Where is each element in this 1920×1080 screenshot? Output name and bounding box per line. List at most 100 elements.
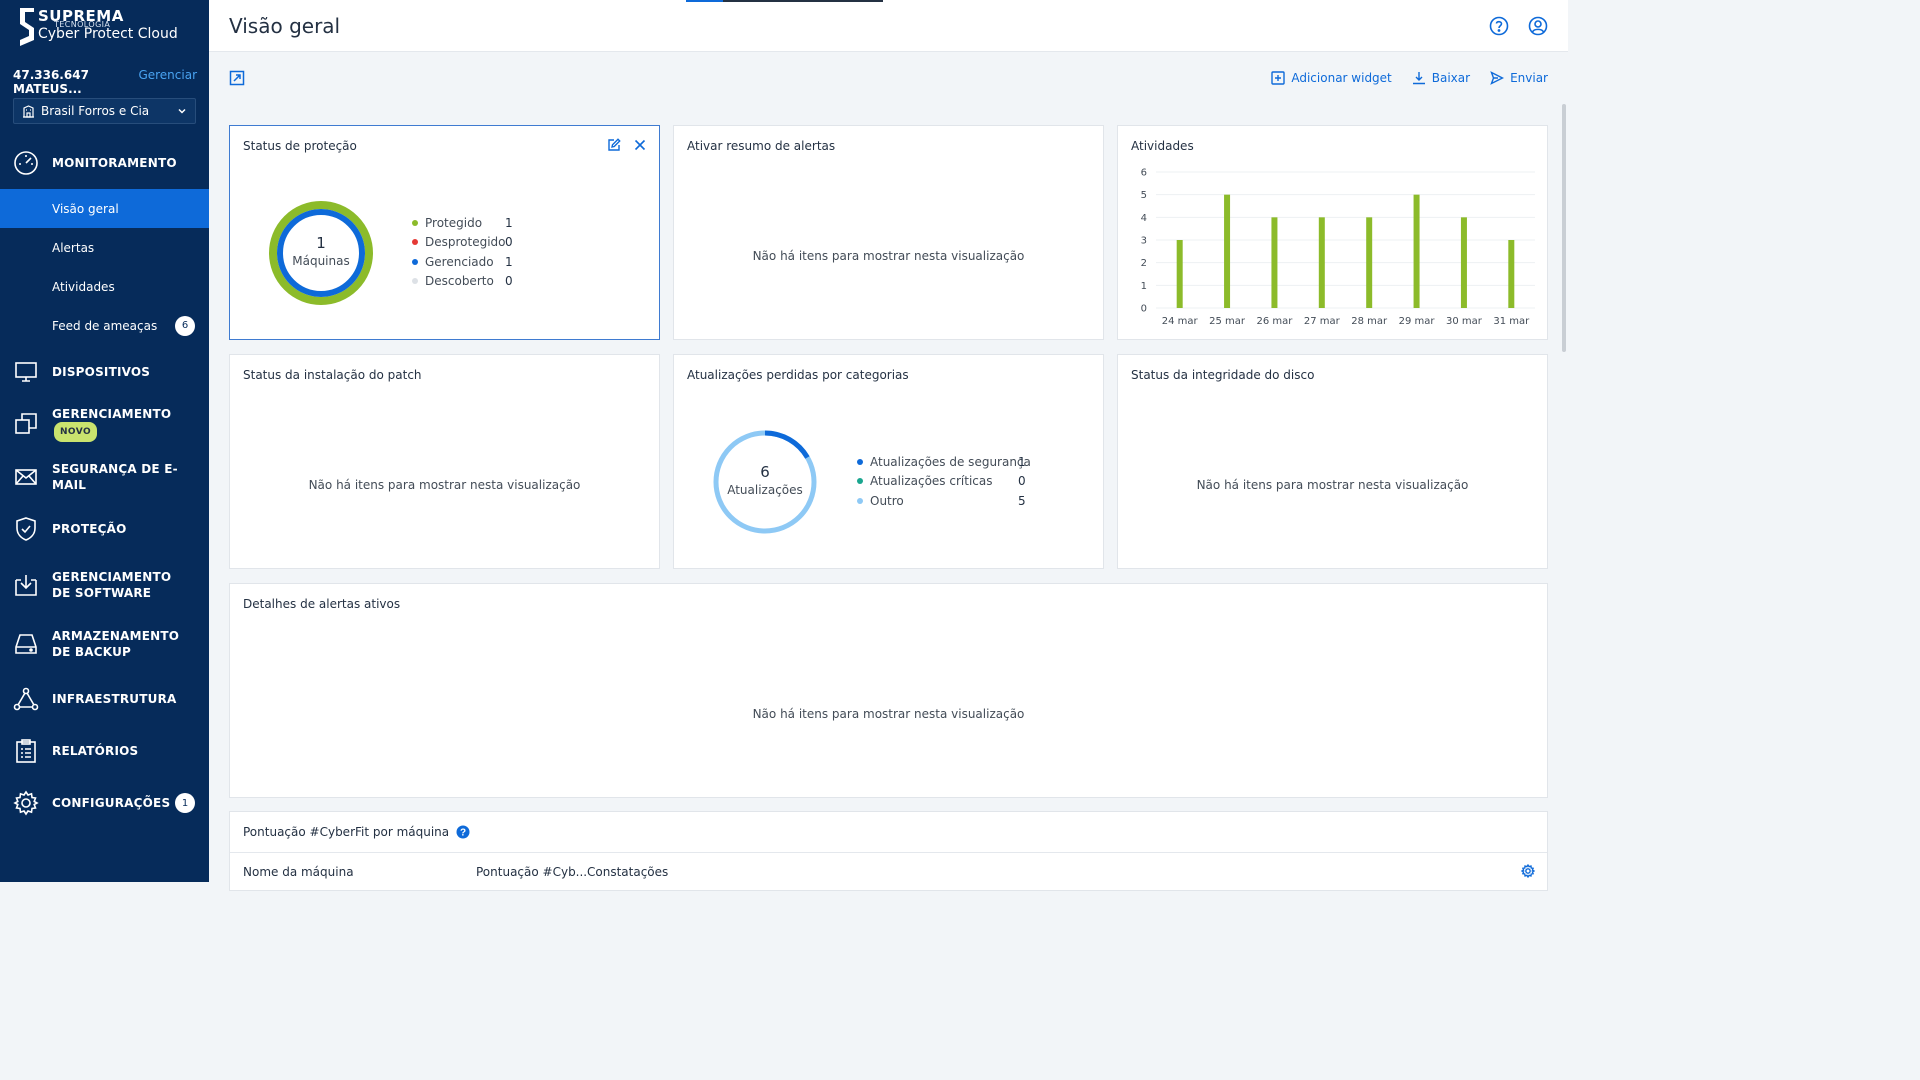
nav-backup-storage[interactable]: ARMAZENAMENTO DE BACKUP — [0, 627, 209, 661]
widget-disk-health[interactable]: Status da integridade do disco Não há it… — [1117, 354, 1548, 569]
settings-count-badge: 1 — [175, 793, 195, 813]
expand-icon[interactable] — [229, 70, 245, 86]
help-icon[interactable] — [1489, 16, 1509, 36]
building-icon — [23, 104, 34, 118]
empty-state-text: Não há itens para mostrar nesta visualiz… — [752, 249, 1025, 263]
widget-title: Atividades — [1131, 139, 1194, 153]
nav-management-text: GERENCIAMENTO — [52, 407, 172, 421]
column-machine-name[interactable]: Nome da máquina — [243, 865, 354, 879]
nav-software-management-label: GERENCIAMENTO DE SOFTWARE — [52, 570, 172, 600]
network-nodes-icon — [13, 686, 39, 712]
widget-title: Status de proteção — [243, 139, 357, 153]
nav-settings-label: CONFIGURAÇÕES — [52, 796, 171, 810]
nav-item-overview[interactable]: Visão geral — [0, 189, 209, 228]
updates-count: 6 — [760, 463, 770, 481]
updates-donut-chart — [713, 430, 817, 534]
widget-alert-summary[interactable]: Ativar resumo de alertas Não há itens pa… — [673, 125, 1104, 340]
scrollbar-thumb[interactable] — [1562, 104, 1566, 352]
legend-item-discovered: Descoberto 0 — [412, 272, 513, 292]
nav-infrastructure[interactable]: INFRAESTRUTURA — [0, 685, 209, 713]
manage-link[interactable]: Gerenciar — [138, 68, 197, 82]
send-button[interactable]: Enviar — [1490, 71, 1548, 85]
widget-missing-updates[interactable]: Atualizações perdidas por categorias 6 A… — [673, 354, 1104, 569]
widget-title-row: Pontuação #CyberFit por máquina ? — [243, 825, 470, 839]
widget-cyberfit[interactable]: Pontuação #CyberFit por máquina ? Nome d… — [229, 811, 1548, 891]
new-badge: NOVO — [54, 422, 97, 442]
widget-title: Pontuação #CyberFit por máquina — [243, 825, 450, 839]
nav-devices[interactable]: DISPOSITIVOS — [0, 358, 209, 386]
x-tick-label: 24 mar — [1162, 316, 1199, 327]
add-widget-button[interactable]: Adicionar widget — [1271, 71, 1392, 85]
monitor-icon — [13, 359, 39, 385]
legend-item-unprotected: Desprotegido 0 — [412, 233, 513, 253]
download-label: Baixar — [1431, 71, 1471, 85]
activity-bar[interactable] — [1460, 217, 1467, 308]
legend-dot — [857, 458, 863, 465]
nav-item-alerts[interactable]: Alertas — [0, 228, 209, 267]
nav-protection[interactable]: PROTEÇÃO — [0, 515, 209, 543]
svg-text:?: ? — [460, 828, 466, 839]
legend-value: 0 — [505, 274, 513, 289]
threat-feed-count-badge: 6 — [175, 315, 195, 336]
activity-bar[interactable] — [1176, 240, 1183, 308]
download-icon — [1412, 72, 1425, 85]
column-cyberfit-score[interactable]: Pontuação #Cyb... — [476, 865, 588, 879]
user-account-icon[interactable] — [1528, 16, 1548, 36]
x-tick-label: 26 mar — [1256, 316, 1293, 327]
sidebar: SUPREMA TECNOLOGIA Cyber Protect Cloud 4… — [0, 0, 209, 882]
add-widget-label: Adicionar widget — [1291, 71, 1392, 85]
protection-donut-chart — [269, 201, 373, 305]
download-button[interactable]: Baixar — [1412, 71, 1470, 85]
nav-protection-label: PROTEÇÃO — [52, 522, 127, 536]
nav-settings[interactable]: CONFIGURAÇÕES 1 — [0, 789, 209, 817]
x-tick-label: 31 mar — [1493, 316, 1530, 327]
gear-icon[interactable] — [1521, 864, 1535, 878]
y-tick-label: 5 — [1141, 190, 1147, 201]
x-tick-label: 27 mar — [1304, 316, 1341, 327]
column-findings[interactable]: Constatações — [587, 865, 669, 879]
widget-protection-status[interactable]: Status de proteção 1 Máquinas Protegido 1… — [229, 125, 660, 340]
protection-donut-center: 1 Máquinas — [268, 234, 374, 268]
x-tick-label: 28 mar — [1351, 316, 1388, 327]
legend-value: 1 — [505, 215, 513, 230]
activity-bar[interactable] — [1366, 217, 1373, 308]
legend-label: Desprotegido — [425, 235, 506, 250]
customer-selector[interactable]: Brasil Forros e Cia — [13, 98, 196, 124]
activity-bar[interactable] — [1413, 194, 1420, 308]
nav-item-threat-feed-label: Feed de ameaças — [52, 318, 158, 333]
protected-machines-count: 1 — [316, 234, 326, 252]
activity-bar[interactable] — [1224, 194, 1231, 308]
activity-bar[interactable] — [1271, 217, 1278, 308]
widget-title: Status da instalação do patch — [243, 368, 422, 382]
legend-item-protected: Protegido 1 — [412, 213, 513, 233]
security-updates-arc — [764, 430, 810, 459]
nav-infrastructure-label: INFRAESTRUTURA — [52, 692, 177, 706]
activity-bar[interactable] — [1508, 240, 1515, 308]
nav-item-threat-feed[interactable]: Feed de ameaças 6 — [0, 306, 209, 345]
updates-legend: Atualizações de segurança 1 Atualizações … — [857, 452, 1031, 511]
close-icon[interactable] — [633, 138, 647, 152]
widget-tools — [607, 138, 647, 152]
nav-backup-storage-label: ARMAZENAMENTO DE BACKUP — [52, 629, 180, 659]
edit-icon[interactable] — [607, 138, 621, 152]
widget-activities[interactable]: Atividades 0 1 2 3 4 5 6 24 mar 25 mar 26 mar 27 m… — [1117, 125, 1548, 340]
envelope-icon — [13, 464, 39, 490]
legend-item-security-updates: Atualizações de segurança 1 — [857, 452, 1031, 472]
nav-monitoring[interactable]: MONITORAMENTO — [0, 149, 209, 177]
legend-value: 1 — [1018, 454, 1026, 469]
x-tick-label: 29 mar — [1399, 316, 1436, 327]
nav-management[interactable]: GERENCIAMENTONOVO — [0, 407, 209, 442]
page-scrollbar[interactable] — [1560, 104, 1568, 354]
nav-email-security[interactable]: SEGURANÇA DE E-MAIL — [0, 462, 209, 492]
activity-bar[interactable] — [1318, 217, 1325, 308]
legend-dot — [857, 497, 863, 504]
brand-logo[interactable]: SUPREMA TECNOLOGIA Cyber Protect Cloud — [16, 6, 196, 48]
widget-active-alerts[interactable]: Detalhes de alertas ativos Não há itens … — [229, 583, 1548, 798]
widget-patch-status[interactable]: Status da instalação do patch Não há ite… — [229, 354, 660, 569]
empty-state-text: Não há itens para mostrar nesta visualiz… — [1196, 478, 1469, 492]
nav-item-activities[interactable]: Atividades — [0, 267, 209, 306]
nav-software-management[interactable]: GERENCIAMENTO DE SOFTWARE — [0, 568, 209, 602]
nav-reports[interactable]: RELATÓRIOS — [0, 737, 209, 765]
chevron-down-icon — [178, 108, 186, 114]
help-icon[interactable]: ? — [456, 825, 470, 839]
